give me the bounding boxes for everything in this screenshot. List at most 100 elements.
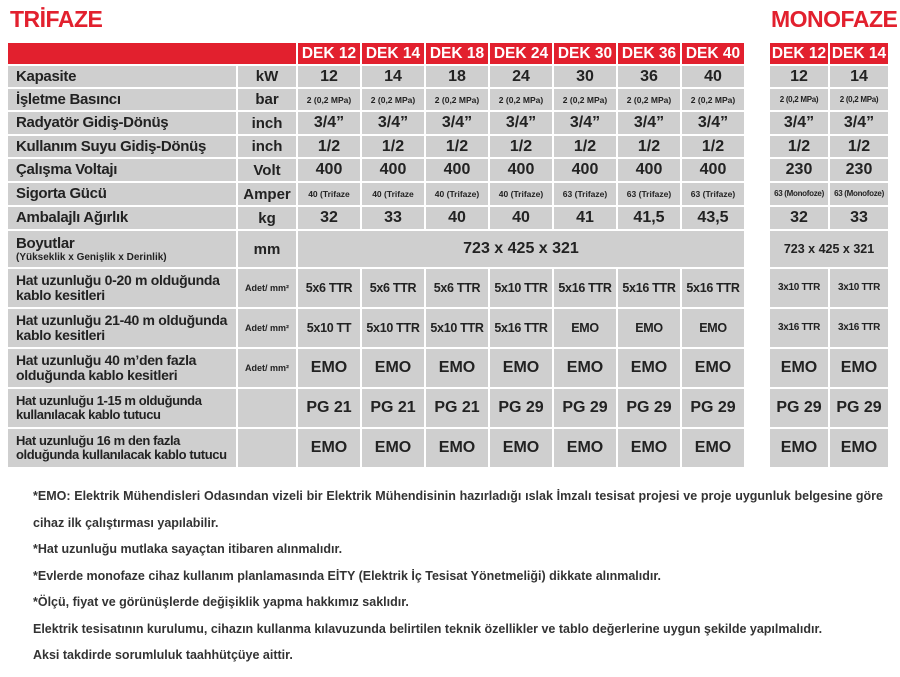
row-label-text: Kapasite (16, 67, 77, 85)
value-cell-monofaze: EMO (830, 349, 888, 387)
value-cell-trifaze: EMO (362, 429, 424, 467)
row-unit: kg (238, 207, 296, 229)
row-label-text: Çalışma Voltajı (16, 161, 118, 178)
row-unit: Amper (238, 183, 296, 205)
spec-row: Ambalajlı Ağırlık kg 32 33 40 40 41 41,5 43,5 32 3… (8, 207, 900, 229)
spec-row: Radyatör Gidiş-Dönüş inch 3/4” 3/4” 3/4” 3/4”… (8, 112, 900, 134)
value-cell-trifaze: 5x10 TTR (426, 309, 488, 347)
note-line: *EMO: Elektrik Mühendisleri Odasından vi… (33, 489, 883, 530)
value-cell-trifaze: 63 (Trifaze) (554, 183, 616, 205)
spec-row: Kapasite kW 12 14 18 24 30 36 40 12 14 (8, 66, 900, 87)
model-header-trifaze: DEK 24 (490, 43, 552, 64)
value-cell-trifaze: PG 21 (298, 389, 360, 427)
spec-row: Hat uzunluğu 0-20 m olduğunda kablo kesi… (8, 269, 900, 307)
gap (746, 349, 768, 387)
gap (746, 43, 768, 64)
row-label-text: Sigorta Gücü (16, 185, 107, 202)
value-cell-trifaze: 400 (618, 159, 680, 181)
value-cell-trifaze: 18 (426, 66, 488, 87)
value-cell-trifaze: 14 (362, 66, 424, 87)
value-cell-trifaze: EMO (426, 349, 488, 387)
value-cell-trifaze: 5x16 TTR (682, 269, 744, 307)
gap (746, 231, 768, 267)
value-cell-trifaze: 2 (0,2 MPa) (490, 89, 552, 110)
value-cell-trifaze: PG 21 (362, 389, 424, 427)
row-unit: Adet/ mm² (238, 309, 296, 347)
spec-row: İşletme Basıncı bar 2 (0,2 MPa) 2 (0,2 MPa)… (8, 89, 900, 110)
value-cell-trifaze: EMO (618, 429, 680, 467)
model-header-trifaze: DEK 36 (618, 43, 680, 64)
value-cell-trifaze: 32 (298, 207, 360, 229)
spec-row: Hat uzunluğu 21-40 m olduğunda kablo kes… (8, 309, 900, 347)
row-label: İşletme Basıncı (8, 89, 236, 110)
value-cell-monofaze: 230 (770, 159, 828, 181)
model-header-trifaze: DEK 30 (554, 43, 616, 64)
value-cell-trifaze: 5x6 TTR (298, 269, 360, 307)
row-unit (238, 389, 296, 427)
merged-value-trifaze: 723 x 425 x 321 (298, 231, 744, 267)
value-cell-monofaze: 3x10 TTR (770, 269, 828, 307)
gap (746, 66, 768, 87)
value-cell-trifaze: 40 (Trifaze (298, 183, 360, 205)
value-cell-trifaze: 40 (Trifaze) (490, 183, 552, 205)
row-label: Sigorta Gücü (8, 183, 236, 205)
value-cell-monofaze: EMO (770, 349, 828, 387)
value-cell-trifaze: EMO (426, 429, 488, 467)
value-cell-trifaze: 2 (0,2 MPa) (362, 89, 424, 110)
value-cell-trifaze: 3/4” (298, 112, 360, 134)
note-line: *Ölçü, fiyat ve görünüşlerde değişiklik … (33, 595, 409, 609)
value-cell-monofaze: EMO (830, 429, 888, 467)
value-cell-trifaze: 40 (Trifaze (362, 183, 424, 205)
row-label-text: Hat uzunluğu 0-20 m olduğunda kablo kesi… (16, 272, 220, 303)
value-cell-trifaze: 1/2 (426, 136, 488, 157)
value-cell-monofaze: 230 (830, 159, 888, 181)
value-cell-trifaze: 40 (490, 207, 552, 229)
value-cell-trifaze: PG 29 (618, 389, 680, 427)
gap (746, 429, 768, 467)
note-line: Elektrik tesisatının kurulumu, cihazın k… (33, 621, 823, 636)
value-cell-trifaze: 3/4” (554, 112, 616, 134)
value-cell-trifaze: 43,5 (682, 207, 744, 229)
model-header-trifaze: DEK 14 (362, 43, 424, 64)
note-line: *Evlerde monofaze cihaz kullanım planlam… (33, 568, 661, 583)
value-cell-trifaze: 2 (0,2 MPa) (298, 89, 360, 110)
value-cell-monofaze: 2 (0,2 MPa) (770, 89, 828, 110)
gap (746, 112, 768, 134)
model-header-trifaze: DEK 18 (426, 43, 488, 64)
value-cell-monofaze: EMO (770, 429, 828, 467)
value-cell-trifaze: EMO (554, 429, 616, 467)
value-cell-monofaze: PG 29 (770, 389, 828, 427)
value-cell-trifaze: EMO (682, 309, 744, 347)
row-label-text: Boyutlar (16, 234, 75, 252)
value-cell-trifaze: 2 (0,2 MPa) (554, 89, 616, 110)
value-cell-trifaze: 40 (682, 66, 744, 87)
gap (746, 183, 768, 205)
value-cell-trifaze: PG 29 (682, 389, 744, 427)
spec-row: Çalışma Voltajı Volt 400 400 400 400 400 400 400… (8, 159, 900, 181)
header-row: DEK 12 DEK 14 DEK 18 DEK 24 DEK 30 DEK 36 DEK … (8, 43, 900, 64)
value-cell-monofaze: 3/4” (830, 112, 888, 134)
value-cell-trifaze: 400 (490, 159, 552, 181)
row-unit: bar (238, 89, 296, 110)
value-cell-monofaze: 3x16 TTR (770, 309, 828, 347)
value-cell-trifaze: 400 (298, 159, 360, 181)
row-unit: mm (238, 231, 296, 267)
note-line: *Hat uzunluğu mutlaka sayaçtan itibaren … (33, 542, 343, 556)
row-label-text: Hat uzunluğu 1-15 m olduğunda kullanılac… (16, 393, 202, 422)
value-cell-trifaze: EMO (490, 429, 552, 467)
merged-value-monofaze: 723 x 425 x 321 (770, 231, 888, 267)
value-cell-trifaze: 33 (362, 207, 424, 229)
value-cell-trifaze: 30 (554, 66, 616, 87)
spec-row: Hat uzunluğu 40 m’den fazla olduğunda ka… (8, 349, 900, 387)
value-cell-trifaze: EMO (554, 349, 616, 387)
value-cell-trifaze: EMO (298, 429, 360, 467)
value-cell-trifaze: 400 (554, 159, 616, 181)
spec-row: Hat uzunluğu 1-15 m olduğunda kullanılac… (8, 389, 900, 427)
value-cell-trifaze: 5x10 TTR (490, 269, 552, 307)
value-cell-trifaze: 12 (298, 66, 360, 87)
row-label-text: Hat uzunluğu 16 m den fazla olduğunda ku… (16, 433, 227, 462)
row-unit: inch (238, 136, 296, 157)
row-unit: kW (238, 66, 296, 87)
row-unit: inch (238, 112, 296, 134)
value-cell-trifaze: 1/2 (298, 136, 360, 157)
